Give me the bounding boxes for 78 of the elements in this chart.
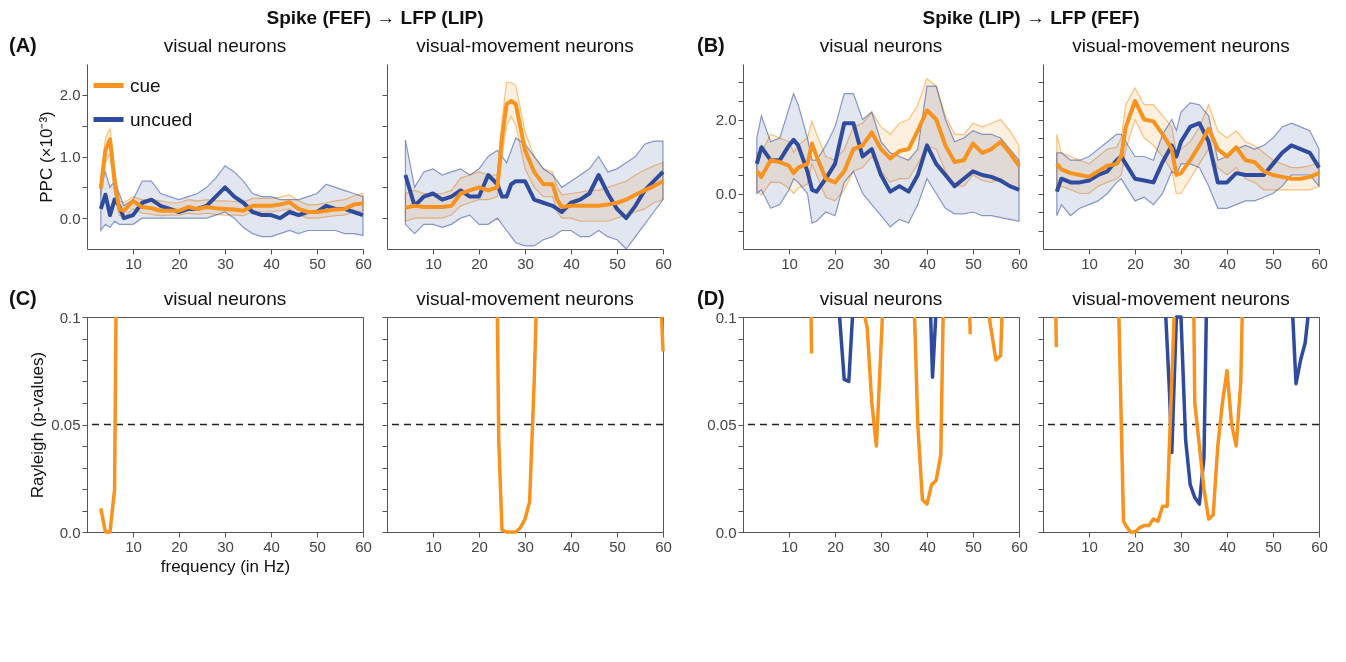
x-tick-label: 60	[655, 537, 672, 555]
x-tick-label: 50	[309, 537, 326, 555]
x-tick-label: 60	[1311, 537, 1328, 555]
x-tick-label: 10	[1081, 537, 1098, 555]
x-tick-label: 10	[1081, 254, 1098, 272]
y-tick-label: 0.05	[707, 416, 737, 433]
x-tick-label: 30	[1173, 537, 1190, 555]
x-axis-title: frequency (in Hz)	[160, 556, 291, 576]
x-tick-label: 30	[217, 254, 234, 272]
x-tick-label: 50	[965, 537, 982, 555]
y-axis-title: PPC (×10⁻³)	[36, 111, 56, 203]
x-tick-label: 50	[1265, 254, 1282, 272]
x-tick-label: 20	[827, 254, 844, 272]
chart-title: visual neurons	[163, 35, 287, 56]
x-tick-label: 30	[873, 254, 890, 272]
chart-title: visual neurons	[163, 288, 287, 309]
legend-label: uncued	[130, 108, 193, 130]
text: (D)	[697, 287, 725, 309]
y-axis-title: Rayleigh (p-values)	[28, 351, 48, 499]
x-tick-label: 60	[1011, 537, 1028, 555]
x-tick-label: 60	[355, 537, 372, 555]
x-tick-label: 10	[781, 537, 798, 555]
y-tick-label: 0.1	[715, 308, 737, 326]
chart-title: visual-movement neurons	[1072, 35, 1290, 56]
x-tick-label: 30	[1173, 254, 1190, 272]
x-tick-label: 50	[609, 537, 626, 555]
x-tick-label: 10	[125, 537, 142, 555]
y-tick-label: 0.0	[715, 185, 737, 202]
chart-title: visual-movement neurons	[1072, 288, 1290, 309]
chart-title: visual neurons	[819, 35, 943, 56]
x-tick-label: 20	[471, 254, 488, 272]
x-tick-label: 50	[965, 254, 982, 272]
x-tick-label: 30	[517, 537, 534, 555]
x-tick-label: 60	[1011, 254, 1028, 272]
x-tick-label: 20	[1127, 254, 1144, 272]
x-tick-label: 20	[171, 537, 188, 555]
y-tick-label: 2.0	[59, 86, 81, 104]
text: (C)	[9, 287, 37, 309]
x-tick-label: 50	[309, 254, 326, 272]
y-tick-label: 2.0	[715, 111, 737, 128]
chart-title: visual-movement neurons	[416, 35, 634, 56]
x-tick-label: 40	[1219, 537, 1236, 555]
x-tick-label: 20	[471, 537, 488, 555]
x-tick-label: 40	[263, 537, 280, 555]
text: (A)	[9, 34, 37, 56]
x-tick-label: 60	[355, 254, 372, 272]
x-tick-label: 40	[919, 254, 936, 272]
x-tick-label: 50	[1265, 537, 1282, 555]
chart-title: visual neurons	[819, 288, 943, 309]
y-tick-label: 0.0	[59, 523, 81, 541]
x-tick-label: 30	[517, 254, 534, 272]
text: (B)	[697, 34, 725, 56]
text: Spike (LIP) → LFP (FEF)	[922, 7, 1140, 28]
legend-label: cue	[130, 74, 161, 96]
y-tick-label: 0.0	[59, 209, 81, 227]
x-tick-label: 60	[655, 254, 672, 272]
x-tick-label: 60	[1311, 254, 1328, 272]
x-tick-label: 40	[563, 254, 580, 272]
x-tick-label: 20	[171, 254, 188, 272]
x-tick-label: 10	[125, 254, 142, 272]
y-tick-label: 0.1	[59, 308, 81, 326]
x-tick-label: 20	[1127, 537, 1144, 555]
x-tick-label: 30	[873, 537, 890, 555]
text: Spike (FEF) → LFP (LIP)	[266, 7, 484, 28]
x-tick-label: 10	[425, 254, 442, 272]
x-tick-label: 40	[263, 254, 280, 272]
x-tick-label: 40	[563, 537, 580, 555]
x-tick-label: 10	[781, 254, 798, 272]
x-tick-label: 40	[1219, 254, 1236, 272]
y-tick-label: 1.0	[59, 148, 81, 165]
y-tick-label: 0.0	[715, 523, 737, 541]
chart-title: visual-movement neurons	[416, 288, 634, 309]
x-tick-label: 40	[919, 537, 936, 555]
x-tick-label: 50	[609, 254, 626, 272]
x-tick-label: 20	[827, 537, 844, 555]
x-tick-label: 30	[217, 537, 234, 555]
y-tick-label: 0.05	[51, 416, 81, 433]
x-tick-label: 10	[425, 537, 442, 555]
